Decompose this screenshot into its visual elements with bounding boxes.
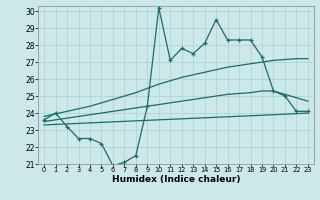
X-axis label: Humidex (Indice chaleur): Humidex (Indice chaleur) [112, 175, 240, 184]
